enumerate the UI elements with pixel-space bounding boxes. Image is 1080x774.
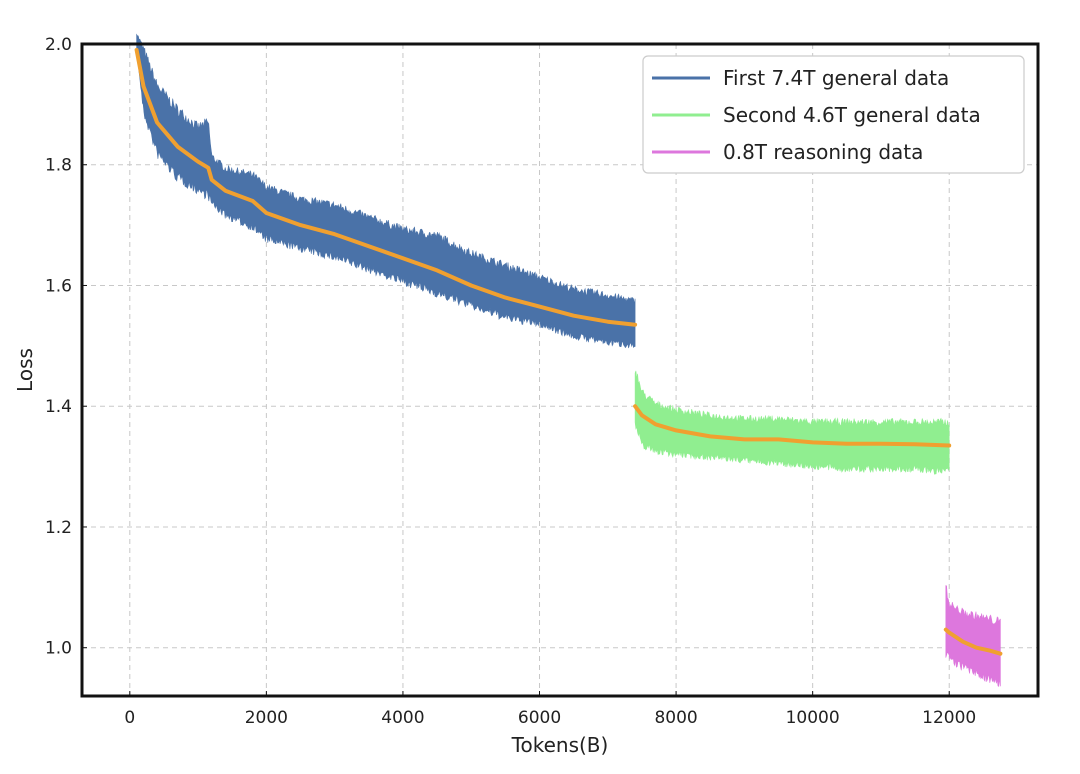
x-tick-label: 10000 [786, 708, 840, 728]
y-axis-ticks: 1.0 1.2 1.4 1.6 1.8 2.0 [45, 35, 87, 659]
y-tick-label: 1.4 [45, 397, 72, 417]
x-tick-label: 0 [124, 708, 135, 728]
plot-frame [80, 42, 1040, 698]
x-tick-label: 8000 [654, 708, 697, 728]
series-band-1 [634, 370, 950, 475]
x-tick-label: 4000 [381, 708, 424, 728]
x-axis-ticks: 0 2000 4000 6000 8000 10000 12000 [124, 691, 976, 728]
x-tick-label: 12000 [922, 708, 976, 728]
x-tick-label: 6000 [518, 708, 561, 728]
x-tick-label: 2000 [245, 708, 288, 728]
series-band-0 [136, 33, 636, 349]
legend: First 7.4T general data Second 4.6T gener… [642, 55, 1025, 174]
y-tick-label: 1.6 [45, 276, 72, 296]
x-axis-title: Tokens(B) [511, 733, 609, 757]
series-band-2 [945, 585, 1001, 687]
smoothed-line-2 [943, 627, 1003, 656]
smoothed-lines [134, 48, 1003, 656]
smoothed-line-1 [633, 404, 952, 448]
y-axis-title: Loss [13, 348, 37, 392]
legend-box [642, 55, 1025, 174]
y-tick-label: 1.0 [45, 639, 72, 659]
legend-label-2: 0.8T reasoning data [723, 140, 923, 164]
series-bands [136, 33, 1001, 687]
y-tick-label: 1.2 [45, 518, 72, 538]
smoothed-line-0 [134, 48, 638, 327]
y-tick-label: 1.8 [45, 156, 72, 176]
y-tick-label: 2.0 [45, 35, 72, 55]
legend-label-1: Second 4.6T general data [723, 103, 981, 127]
legend-label-0: First 7.4T general data [723, 66, 949, 90]
